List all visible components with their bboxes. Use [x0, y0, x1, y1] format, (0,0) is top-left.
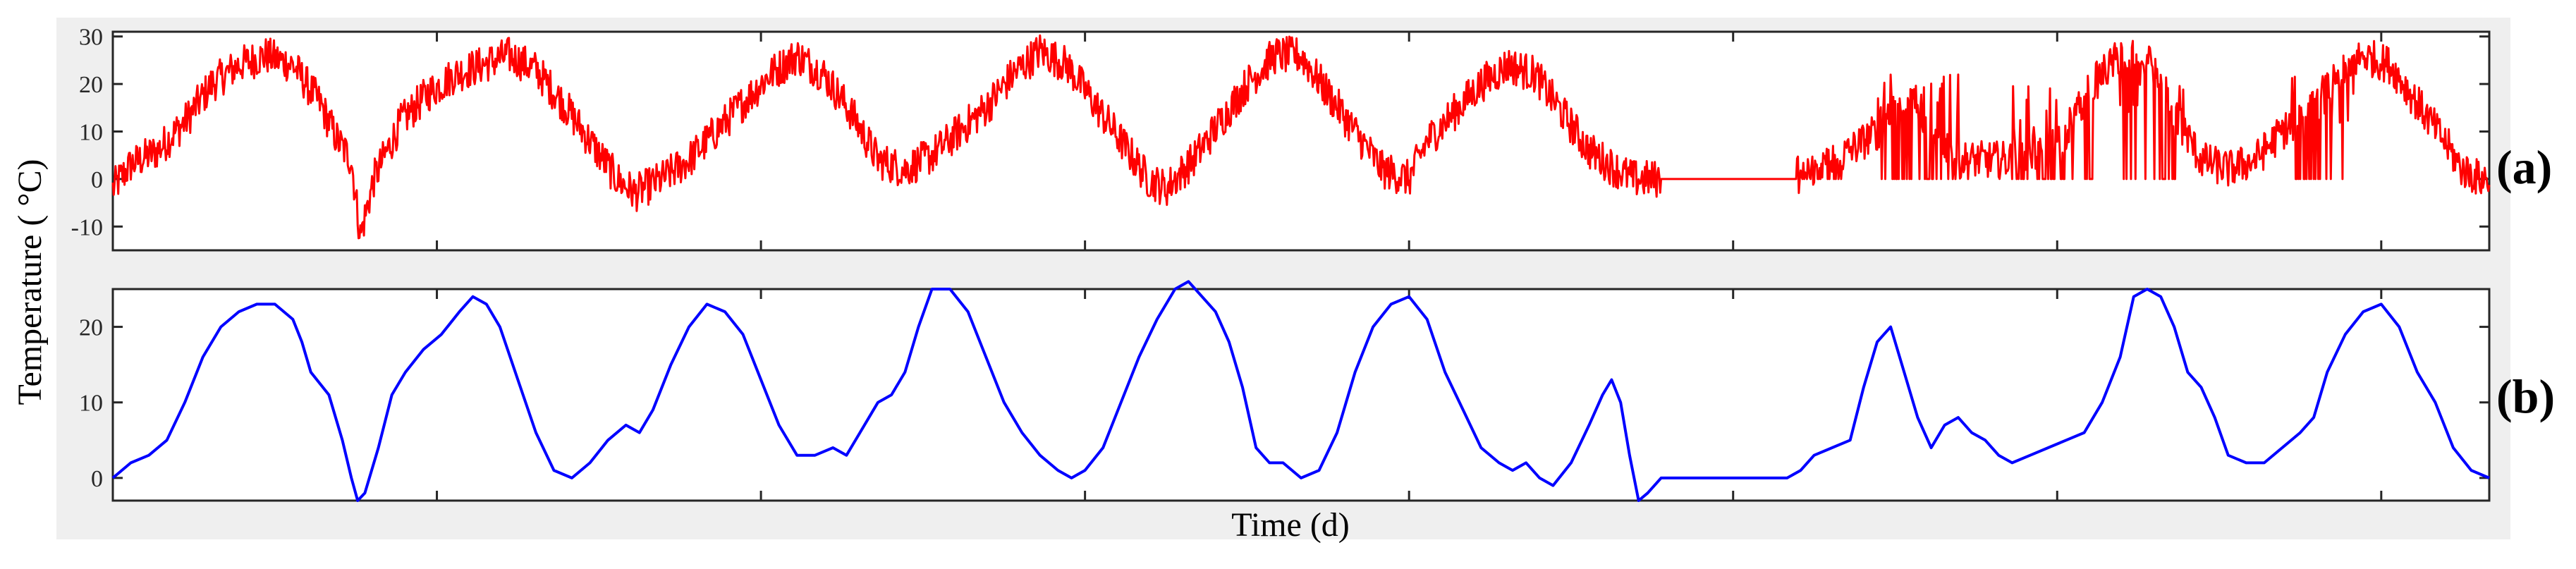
y-tick-label: 0	[91, 466, 103, 492]
panel-b: 0 10 20 (b)	[79, 280, 2555, 502]
y-tick-label: 20	[79, 72, 103, 98]
panel-b-axes	[111, 288, 2491, 502]
panel-a-label: (a)	[2496, 140, 2552, 194]
y-tick-label: -10	[71, 214, 103, 240]
y-tick-label: 0	[91, 167, 103, 193]
x-axis-label: Time (d)	[1231, 506, 1350, 544]
y-tick-label: 10	[79, 120, 103, 146]
y-tick-label: 20	[79, 315, 103, 341]
panel-b-ticks: 0 10 20	[79, 289, 2489, 501]
panel-b-label: (b)	[2496, 369, 2555, 423]
series-line	[111, 280, 2490, 502]
panel-a-series-line	[111, 34, 2491, 240]
panel-b-series-line	[111, 280, 2490, 502]
y-tick-label: 10	[79, 391, 103, 417]
y-tick-label: 30	[79, 25, 103, 51]
y-axis-label: Temperature ( °C)	[11, 159, 49, 405]
panel-a: -10 0 10 20 30 (a)	[71, 25, 2552, 252]
series-line	[111, 34, 2491, 240]
